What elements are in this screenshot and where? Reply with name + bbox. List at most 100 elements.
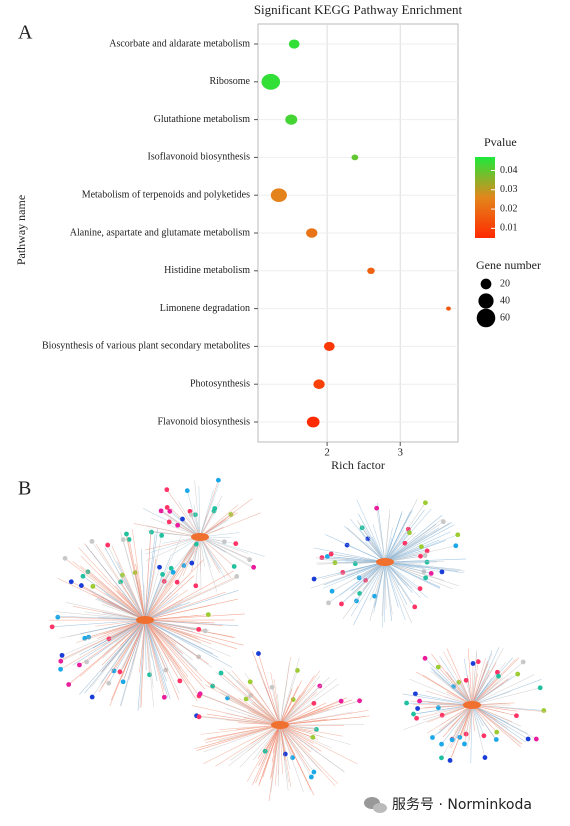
edge [162,510,201,538]
edge [279,724,312,778]
edge [80,555,146,621]
node [423,500,428,506]
edge [101,619,146,646]
edge [279,724,311,753]
node [215,477,221,483]
edge [223,668,281,726]
edge [144,619,176,647]
edge [384,561,400,586]
edge [384,502,426,563]
edge [471,649,478,706]
edge [253,701,281,726]
edge [203,724,281,764]
edge [279,700,342,726]
edge [439,655,473,706]
y-tick-label: Isoflavonoid biosynthesis [148,152,251,163]
edge [144,619,199,630]
y-tick-label: Limonene degradation [160,303,250,314]
edge [115,619,146,643]
edge [384,561,399,608]
edge [424,658,473,706]
edge [384,561,445,581]
edge [253,724,281,761]
edge [468,648,473,706]
edge [65,601,146,621]
y-tick-label: Photosynthesis [190,378,250,389]
edge [239,724,281,768]
edge [342,561,386,619]
node [418,553,423,559]
node [402,540,408,546]
edge [199,512,238,538]
edge [126,533,146,621]
edge [264,724,281,752]
edge [199,536,222,570]
edge [72,560,146,621]
edge [85,545,146,621]
edge [166,489,201,538]
edge [279,724,283,775]
node [423,575,429,581]
node [515,671,521,677]
node [164,505,170,510]
legend-bubble [476,308,496,328]
node [404,700,409,706]
edge [471,704,509,724]
panel-label: A [18,22,33,44]
edge [384,561,412,624]
edge [144,574,163,621]
legend-title: Pvalue [484,135,517,149]
bubble [306,228,318,238]
bubble [306,416,320,428]
y-tick-label: Alanine, aspartate and glutamate metabol… [70,227,250,238]
edge [384,527,393,563]
edge [384,514,443,563]
edge [144,619,198,702]
legend-label: 20 [500,278,510,289]
edge [144,533,152,621]
edge [133,523,201,538]
edge [372,524,386,563]
hub [376,558,394,566]
edge [91,619,146,698]
edge [219,724,281,731]
node [197,691,203,697]
edge [199,536,235,567]
edge [269,724,281,780]
colorbar-label: 0.04 [500,165,518,176]
legend-bubble [480,278,492,290]
watermark: 服务号 · Norminkoda [364,797,532,813]
edge [323,561,386,586]
edge [444,671,473,706]
node [196,626,202,632]
node [481,733,487,739]
edge [122,539,146,621]
node [49,624,55,630]
node [435,664,441,670]
node [412,604,418,610]
node [77,662,82,668]
edge [371,536,386,563]
node [411,711,416,717]
node [525,736,531,742]
edge [144,601,191,621]
node [218,670,224,676]
node [439,712,445,718]
node [68,579,74,585]
colorbar-label: 0.01 [500,223,518,234]
edge [72,606,146,621]
y-tick-label: Histidine metabolism [164,265,250,276]
edge [199,536,249,554]
edge [199,536,250,560]
edge [277,693,281,726]
colorbar-label: 0.03 [500,184,518,195]
edge [199,508,216,538]
bubble [351,154,359,161]
edge [279,702,327,726]
watermark-text: 服务号 · Norminkoda [392,797,532,813]
edge [279,724,345,726]
node [439,569,445,575]
edge [471,704,522,727]
node [159,533,165,538]
edge [144,619,215,624]
